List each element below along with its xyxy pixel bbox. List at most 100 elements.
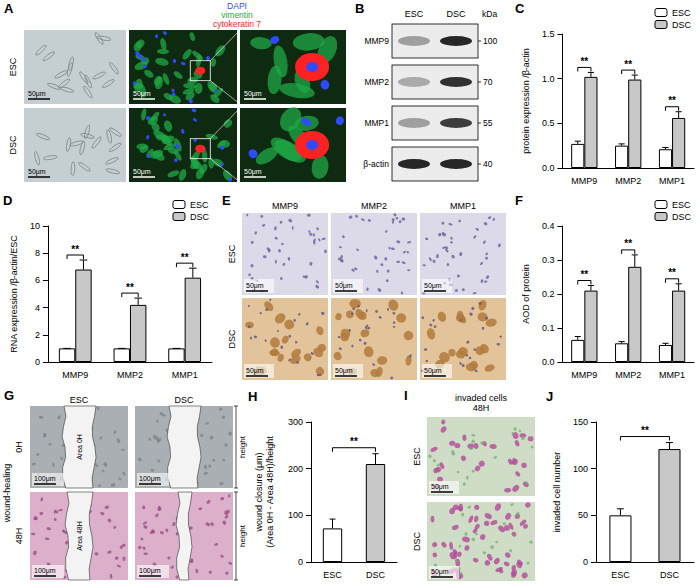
- svg-text:ESC: ESC: [323, 570, 342, 580]
- svg-text:100μm: 100μm: [34, 567, 56, 575]
- svg-text:MMP1: MMP1: [364, 118, 389, 128]
- svg-text:55: 55: [483, 118, 493, 128]
- svg-text:4: 4: [35, 303, 40, 313]
- svg-text:1.0: 1.0: [542, 74, 555, 84]
- svg-text:100: 100: [573, 464, 588, 474]
- svg-text:MMP2: MMP2: [615, 370, 641, 380]
- svg-text:DSC: DSC: [672, 20, 692, 30]
- svg-text:50μm: 50μm: [335, 282, 353, 290]
- svg-text:50μm: 50μm: [28, 168, 46, 176]
- svg-text:DSC: DSC: [672, 212, 692, 222]
- svg-text:E: E: [222, 193, 231, 208]
- svg-text:MMP9: MMP9: [272, 201, 298, 211]
- svg-text:70: 70: [483, 77, 493, 87]
- svg-text:MMP1: MMP1: [659, 176, 685, 186]
- svg-text:MMP2: MMP2: [361, 201, 387, 211]
- svg-text:50μm: 50μm: [335, 367, 353, 375]
- svg-text:10: 10: [30, 221, 40, 231]
- svg-text:0H: 0H: [14, 441, 24, 453]
- svg-text:ESC: ESC: [8, 57, 18, 76]
- svg-text:protein expression /β-actin: protein expression /β-actin: [521, 48, 531, 154]
- svg-text:G: G: [4, 388, 14, 403]
- svg-text:D: D: [3, 193, 12, 208]
- svg-text:MMP2: MMP2: [117, 370, 143, 380]
- svg-text:**: **: [668, 267, 676, 278]
- svg-text:100: 100: [288, 510, 303, 520]
- svg-text:100μm: 100μm: [34, 475, 56, 483]
- svg-text:DSC: DSC: [174, 395, 194, 405]
- svg-text:MMP9: MMP9: [571, 176, 597, 186]
- svg-text:50μm: 50μm: [246, 282, 264, 290]
- svg-text:50: 50: [578, 510, 588, 520]
- svg-text:100μm: 100μm: [139, 475, 161, 483]
- svg-text:kDa: kDa: [482, 9, 497, 19]
- svg-text:ESC: ESC: [672, 200, 691, 210]
- svg-text:50μm: 50μm: [431, 568, 449, 576]
- svg-text:height: height: [238, 435, 247, 458]
- svg-text:0: 0: [35, 357, 40, 367]
- svg-text:MMP2: MMP2: [364, 77, 389, 87]
- svg-text:ESC: ESC: [412, 447, 422, 466]
- svg-text:DSC: DSC: [446, 9, 466, 19]
- svg-text:DSC: DSC: [190, 212, 210, 222]
- svg-text:ESC: ESC: [227, 244, 237, 263]
- svg-text:**: **: [668, 95, 676, 106]
- svg-text:6: 6: [35, 275, 40, 285]
- svg-text:0: 0: [298, 557, 303, 567]
- svg-text:DSC: DSC: [412, 532, 422, 552]
- svg-text:200: 200: [288, 464, 303, 474]
- svg-text:wound closure (μm): wound closure (μm): [254, 452, 264, 532]
- svg-text:300: 300: [288, 417, 303, 427]
- svg-text:0.5: 0.5: [542, 118, 555, 128]
- svg-text:ESC: ESC: [405, 9, 424, 19]
- svg-text:C: C: [515, 1, 525, 16]
- svg-text:0.0: 0.0: [542, 357, 555, 367]
- svg-text:F: F: [515, 193, 523, 208]
- svg-text:50μm: 50μm: [133, 168, 151, 176]
- svg-text:ESC: ESC: [672, 8, 691, 18]
- svg-text:Area 0H: Area 0H: [76, 434, 83, 460]
- svg-text:2: 2: [35, 330, 40, 340]
- svg-text:50μm: 50μm: [28, 90, 46, 98]
- svg-text:50μm: 50μm: [424, 367, 442, 375]
- svg-text:invaded cell number: invaded cell number: [552, 452, 562, 533]
- svg-text:ESC: ESC: [190, 200, 209, 210]
- svg-text:0: 0: [583, 557, 588, 567]
- svg-text:48H: 48H: [473, 403, 490, 413]
- svg-text:**: **: [580, 56, 588, 67]
- svg-text:RNA expression /β-actin/ESC: RNA expression /β-actin/ESC: [9, 235, 19, 353]
- svg-text:8: 8: [35, 248, 40, 258]
- svg-text:**: **: [126, 282, 134, 293]
- svg-text:DSC: DSC: [8, 135, 18, 155]
- svg-text:0.4: 0.4: [542, 221, 555, 231]
- svg-text:48H: 48H: [14, 528, 24, 545]
- svg-text:0.3: 0.3: [542, 255, 555, 265]
- svg-text:MMP1: MMP1: [659, 370, 685, 380]
- svg-text:0.1: 0.1: [542, 323, 555, 333]
- svg-text:**: **: [580, 269, 588, 280]
- svg-text:100μm: 100μm: [139, 567, 161, 575]
- svg-text:50μm: 50μm: [246, 367, 264, 375]
- svg-text:ESC: ESC: [611, 570, 630, 580]
- svg-text:**: **: [624, 238, 632, 249]
- svg-text:**: **: [350, 436, 358, 447]
- svg-text:MMP2: MMP2: [615, 176, 641, 186]
- svg-text:Area 48H: Area 48H: [76, 521, 83, 551]
- svg-text:(Area 0H - Area 48H)/height: (Area 0H - Area 48H)/height: [265, 436, 275, 548]
- svg-text:50μm: 50μm: [244, 168, 262, 176]
- svg-text:50μm: 50μm: [431, 483, 449, 491]
- svg-text:ESC: ESC: [70, 395, 89, 405]
- svg-text:J: J: [546, 389, 553, 404]
- svg-text:MMP1: MMP1: [172, 370, 198, 380]
- svg-text:50μm: 50μm: [244, 90, 262, 98]
- svg-text:**: **: [641, 425, 649, 436]
- svg-text:B: B: [355, 1, 364, 16]
- svg-text:height: height: [238, 524, 247, 547]
- svg-text:H: H: [248, 389, 257, 404]
- svg-text:**: **: [71, 244, 79, 255]
- svg-text:I: I: [404, 388, 408, 403]
- svg-text:A: A: [4, 1, 14, 16]
- svg-text:1.5: 1.5: [542, 29, 555, 39]
- svg-text:**: **: [624, 59, 632, 70]
- svg-text:cytokeratin 7: cytokeratin 7: [213, 19, 261, 29]
